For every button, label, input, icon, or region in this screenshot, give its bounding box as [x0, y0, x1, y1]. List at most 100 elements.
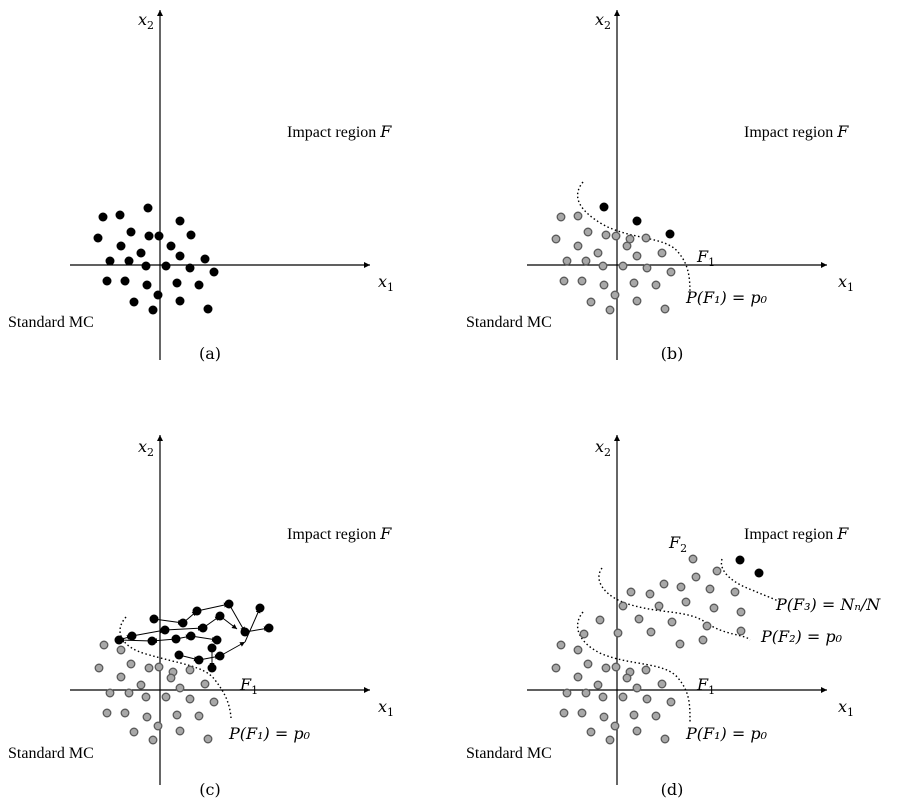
chain-sample	[264, 623, 274, 633]
sample-point	[579, 629, 589, 639]
sample-point	[120, 708, 130, 718]
sample-point	[144, 231, 154, 241]
sample-point	[102, 276, 112, 286]
sample-point	[148, 735, 158, 745]
sample-point	[646, 627, 656, 637]
sample-point	[559, 276, 569, 286]
sample-point	[175, 216, 185, 226]
sample-point	[161, 692, 171, 702]
sample-point	[595, 615, 605, 625]
sample-point	[581, 256, 591, 266]
sample-point	[657, 248, 667, 258]
impact-region-label: Impact region F	[744, 122, 849, 141]
chain-sample	[207, 643, 217, 653]
sample-point	[559, 708, 569, 718]
standard-mc-label: Standard MC	[466, 745, 552, 762]
sample-point	[601, 663, 611, 673]
chain-sample	[160, 625, 170, 635]
chain-sample	[127, 631, 137, 641]
sample-point	[577, 276, 587, 286]
chain-step-arrow	[153, 618, 184, 625]
chain-step-arrow	[118, 637, 153, 643]
sample-point	[665, 229, 675, 239]
sample-point	[660, 734, 670, 744]
sample-point	[702, 621, 712, 631]
markov-chains	[114, 599, 274, 673]
sample-point	[586, 727, 596, 737]
sample-point	[618, 692, 628, 702]
sample-point	[175, 683, 185, 693]
sample-point	[116, 241, 126, 251]
failure-samples	[599, 202, 675, 239]
chain-step-arrow	[164, 625, 204, 631]
level-prob-f1: P(F₁) = p₀	[228, 724, 311, 743]
sample-point	[610, 290, 620, 300]
black-samples	[93, 203, 219, 315]
sample-point	[166, 673, 176, 683]
sample-point	[645, 589, 655, 599]
sample-point	[94, 663, 104, 673]
sample-point	[629, 278, 639, 288]
sample-point	[632, 216, 642, 226]
sample-point	[705, 584, 715, 594]
sample-point	[153, 721, 163, 731]
y-axis-label: x2	[138, 10, 154, 32]
sample-point	[613, 628, 623, 638]
sample-point	[599, 280, 609, 290]
x-axis-label: x1	[838, 272, 854, 294]
chain-sample	[174, 650, 184, 660]
sample-point	[634, 614, 644, 624]
sample-point	[632, 726, 642, 736]
sample-point	[583, 659, 593, 669]
sample-point	[209, 697, 219, 707]
sample-point	[161, 261, 171, 271]
panel-caption: (b)	[661, 344, 684, 363]
panel-caption: (a)	[199, 344, 221, 363]
sample-point	[605, 305, 615, 315]
sample-point	[593, 248, 603, 258]
sample-point	[629, 710, 639, 720]
sample-point	[185, 263, 195, 273]
sample-point	[598, 261, 608, 271]
sample-point	[172, 710, 182, 720]
sample-point	[126, 659, 136, 669]
level-label-f1: F1	[239, 675, 258, 697]
sample-point	[599, 202, 609, 212]
sample-point	[698, 635, 708, 645]
sample-point	[98, 212, 108, 222]
y-axis-label: x2	[595, 437, 611, 459]
sample-point	[593, 680, 603, 690]
chain-sample	[212, 635, 222, 645]
x-axis-label: x1	[378, 272, 394, 294]
sample-point	[577, 708, 587, 718]
sample-point	[105, 688, 115, 698]
sample-point	[200, 679, 210, 689]
chain-step-arrow	[219, 641, 246, 657]
standard-mc-label: Standard MC	[466, 314, 552, 331]
sample-point	[120, 276, 130, 286]
sample-point	[601, 230, 611, 240]
level-prob-f2: P(F₂) = p₀	[760, 627, 843, 646]
sample-point	[93, 233, 103, 243]
sample-point	[667, 617, 677, 627]
sample-point	[712, 566, 722, 576]
f3-boundary	[720, 558, 784, 605]
sample-point	[562, 688, 572, 698]
sample-point	[136, 248, 146, 258]
sample-point	[681, 597, 691, 607]
sample-point	[141, 692, 151, 702]
sample-point	[641, 233, 651, 243]
sample-point	[573, 211, 583, 221]
impact-region-label: Impact region F	[287, 122, 392, 141]
sample-point	[641, 665, 651, 675]
sample-point	[126, 227, 136, 237]
chain-sample	[178, 618, 188, 628]
panel-b: x2 x1 Impact region F Standard MC (b) F1…	[466, 10, 854, 363]
sample-point	[632, 683, 642, 693]
sample-point	[611, 231, 621, 241]
sample-point	[148, 305, 158, 315]
level-prob-f1: P(F₁) = p₀	[685, 724, 768, 743]
sample-point	[124, 688, 134, 698]
sample-point	[203, 304, 213, 314]
